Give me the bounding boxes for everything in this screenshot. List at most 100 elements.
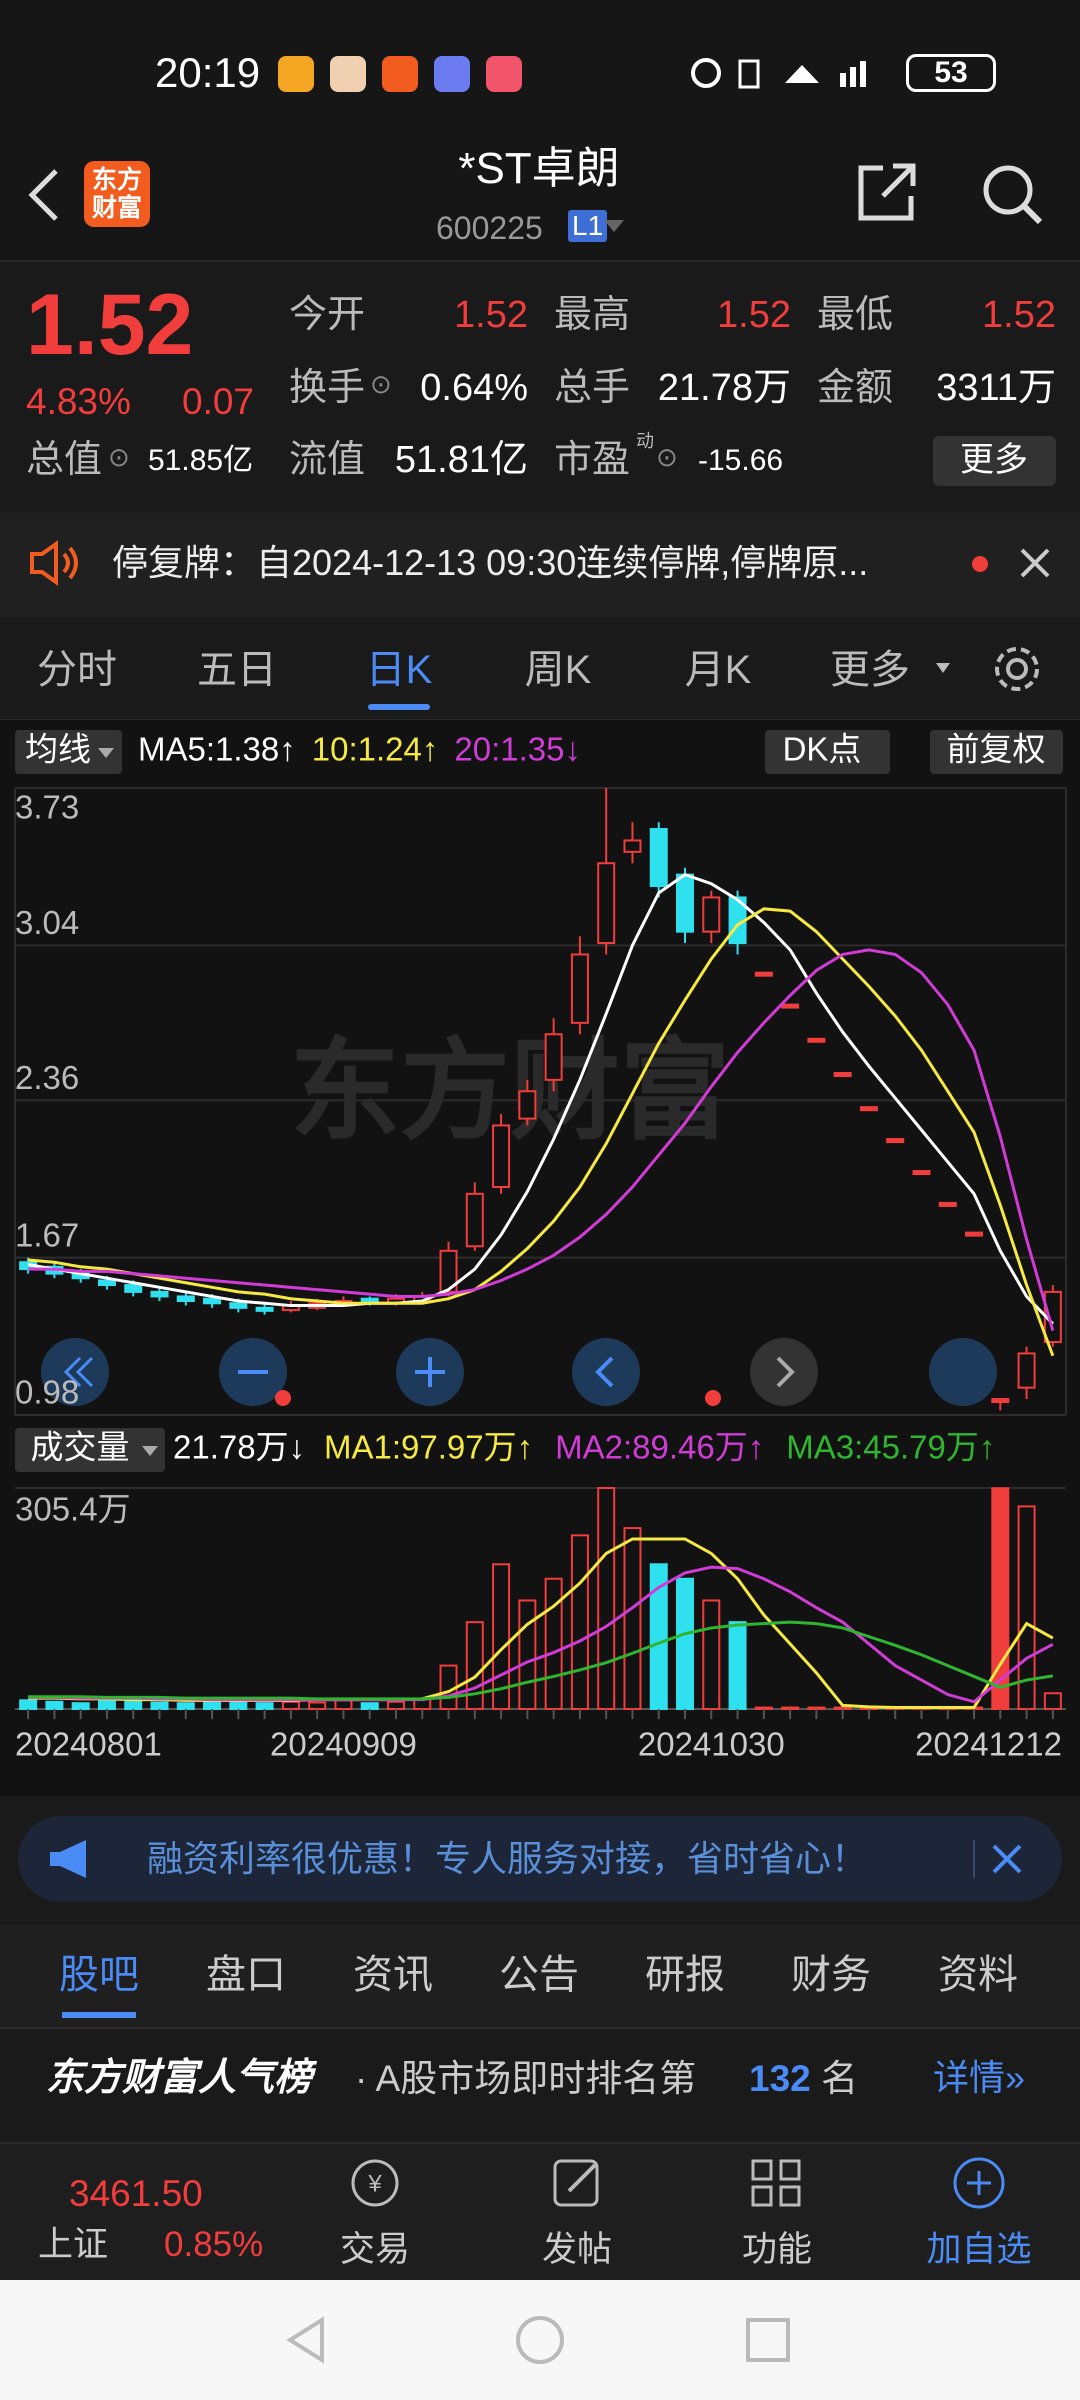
nav-item[interactable]: 加自选 bbox=[926, 2230, 1032, 2269]
legend-title-box[interactable] bbox=[15, 730, 122, 774]
nav-item[interactable]: 交易 bbox=[339, 2230, 411, 2269]
candle-body bbox=[439, 1249, 458, 1293]
info-icon[interactable]: ⊙ bbox=[108, 442, 130, 472]
field-value: 51.85亿 bbox=[148, 444, 254, 477]
volume-legend: MA2:89.46万↑ bbox=[555, 1429, 764, 1466]
period-tab[interactable]: 分时 bbox=[37, 648, 117, 692]
volume-bar bbox=[255, 1702, 274, 1710]
back-button[interactable] bbox=[20, 165, 70, 225]
period-tab[interactable]: 日K bbox=[365, 648, 433, 692]
field-value: -15.66 bbox=[698, 444, 784, 477]
tab-indicator bbox=[62, 2012, 136, 2018]
dk-label: DK点 bbox=[783, 731, 862, 768]
volume-bar bbox=[281, 1700, 300, 1710]
svg-text:¥: ¥ bbox=[367, 2170, 382, 2197]
field-label: 总手 bbox=[554, 367, 631, 409]
info-tab[interactable]: 研报 bbox=[645, 1953, 725, 1997]
ad-banner[interactable] bbox=[18, 1816, 1062, 1902]
field-value: 21.78万 bbox=[657, 367, 791, 409]
period-tab[interactable]: 更多 bbox=[830, 648, 910, 692]
period-tab[interactable]: 五日 bbox=[197, 648, 277, 692]
ranking-detail[interactable]: 详情» bbox=[933, 2057, 1026, 2098]
app-logo[interactable] bbox=[84, 161, 150, 227]
info-tab[interactable]: 股吧 bbox=[59, 1953, 139, 1997]
index-name: 上证 bbox=[38, 2225, 109, 2264]
speaker-icon bbox=[30, 540, 78, 586]
post-icon[interactable] bbox=[547, 2155, 607, 2211]
candle-body bbox=[781, 1003, 800, 1009]
ma-line bbox=[28, 907, 1055, 1357]
volume-bar bbox=[386, 1700, 405, 1710]
volume-bar bbox=[676, 1577, 695, 1711]
more-button[interactable] bbox=[933, 436, 1056, 486]
change-pct: 4.83% bbox=[26, 381, 131, 422]
field-label: 流值 bbox=[289, 439, 366, 481]
notice-text[interactable]: 停复牌：自2024-12-13 09:30连续停牌,停牌原... bbox=[112, 542, 869, 583]
reset-button[interactable] bbox=[929, 1338, 997, 1406]
status-icons bbox=[690, 55, 880, 91]
info-icon[interactable]: ⊙ bbox=[370, 369, 392, 399]
system-nav bbox=[0, 2280, 1080, 2400]
candle-body bbox=[623, 839, 642, 853]
next-button[interactable] bbox=[750, 1338, 818, 1406]
volume-bar bbox=[570, 1534, 589, 1711]
nav-item[interactable]: 发帖 bbox=[541, 2230, 613, 2269]
prev-button[interactable] bbox=[572, 1338, 640, 1406]
scroll-left-button[interactable] bbox=[41, 1338, 109, 1406]
volume-bar bbox=[45, 1700, 64, 1710]
candle-body bbox=[649, 828, 668, 888]
info-tab[interactable]: 公告 bbox=[499, 1953, 579, 1997]
close-notice[interactable] bbox=[1018, 546, 1052, 580]
info-tabs bbox=[0, 1925, 1080, 2029]
share-button[interactable] bbox=[855, 160, 919, 224]
ma-line bbox=[27, 872, 1054, 1325]
function-icon[interactable] bbox=[747, 2155, 807, 2211]
volume-bar bbox=[518, 1599, 537, 1711]
trade-icon[interactable]: ¥ bbox=[345, 2155, 405, 2211]
battery-level: 53 bbox=[934, 56, 968, 89]
close-ad[interactable] bbox=[990, 1842, 1024, 1876]
info-icon[interactable]: ⊙ bbox=[656, 442, 678, 472]
add-watch-icon[interactable] bbox=[949, 2155, 1009, 2211]
volume-bar bbox=[203, 1700, 222, 1710]
tab-indicator bbox=[368, 704, 430, 710]
info-tab[interactable]: 盘口 bbox=[206, 1953, 286, 1997]
notice-bar bbox=[0, 513, 1080, 617]
settings-button[interactable] bbox=[990, 642, 1044, 696]
ad-divider bbox=[973, 1840, 975, 1878]
adjust-button[interactable] bbox=[930, 730, 1063, 774]
period-tab[interactable]: 周K bbox=[524, 648, 592, 692]
candle-body bbox=[912, 1170, 931, 1176]
period-tab[interactable]: 月K bbox=[684, 648, 752, 692]
info-tab[interactable]: 资料 bbox=[938, 1953, 1018, 1997]
candle-body bbox=[676, 873, 695, 933]
candle-body bbox=[702, 896, 721, 933]
field-label: 最低 bbox=[817, 294, 894, 336]
candle-body bbox=[544, 1033, 563, 1081]
field-label: 最高 bbox=[554, 294, 631, 336]
battery bbox=[906, 54, 996, 92]
bottom-bar bbox=[0, 2142, 1080, 2282]
info-tab[interactable]: 资讯 bbox=[353, 1953, 433, 1997]
candle-body bbox=[492, 1124, 511, 1188]
volume-bar bbox=[334, 1699, 353, 1710]
x-tick-label: 20240801 bbox=[15, 1726, 162, 1763]
y-tick-label: 1.67 bbox=[15, 1216, 79, 1253]
stock-code: 600225 bbox=[436, 210, 543, 246]
candle-body bbox=[203, 1297, 222, 1305]
system-nav-buttons[interactable] bbox=[280, 2312, 800, 2368]
candle-body bbox=[518, 1090, 537, 1120]
dk-button[interactable] bbox=[765, 730, 890, 774]
x-tick-label: 20240909 bbox=[270, 1726, 417, 1763]
ranking-brand: 东方财富人气榜 bbox=[46, 2057, 313, 2099]
field-value: 1.52 bbox=[982, 294, 1056, 336]
search-button[interactable] bbox=[978, 160, 1046, 228]
dropdown[interactable] bbox=[602, 218, 626, 234]
change: 0.07 bbox=[182, 381, 255, 422]
nav-item[interactable]: 功能 bbox=[741, 2230, 813, 2269]
volume-bar bbox=[124, 1700, 143, 1710]
notice-dot bbox=[972, 556, 988, 572]
info-tab[interactable]: 财务 bbox=[791, 1953, 871, 1997]
volume-title-box[interactable] bbox=[15, 1428, 165, 1472]
candle-body bbox=[597, 862, 616, 945]
